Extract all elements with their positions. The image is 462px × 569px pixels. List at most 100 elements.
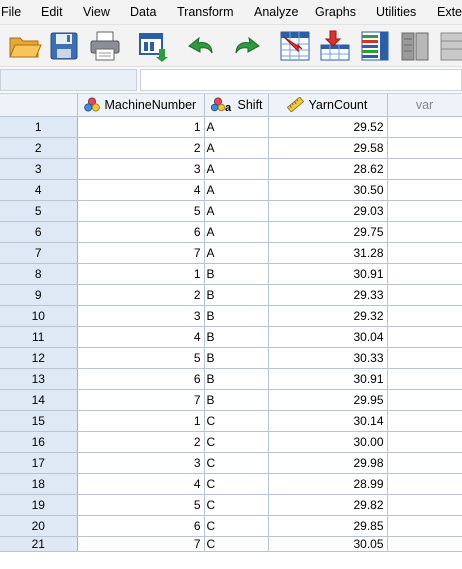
row-number-header[interactable]: 21 — [0, 536, 78, 552]
row-number-header[interactable]: 11 — [0, 326, 78, 348]
menu-analyze[interactable]: Analyze — [254, 5, 299, 19]
cell-machinenumber[interactable]: 4 — [77, 326, 205, 348]
row-number-header[interactable]: 14 — [0, 389, 78, 411]
cell-yarncount[interactable]: 29.33 — [268, 284, 388, 306]
cell-shift[interactable]: B — [204, 389, 269, 411]
cell-var-empty[interactable] — [387, 389, 462, 411]
menu-extensions[interactable]: Exte — [437, 5, 462, 19]
cell-var-empty[interactable] — [387, 494, 462, 516]
cell-var-empty[interactable] — [387, 179, 462, 201]
cell-yarncount[interactable]: 30.91 — [268, 263, 388, 285]
redo-icon[interactable] — [228, 29, 262, 63]
cell-yarncount[interactable]: 30.50 — [268, 179, 388, 201]
menu-view[interactable]: View — [83, 5, 110, 19]
cell-yarncount[interactable]: 28.99 — [268, 473, 388, 495]
cell-value-editor[interactable] — [140, 69, 462, 91]
cell-machinenumber[interactable]: 1 — [77, 263, 205, 285]
cell-yarncount[interactable]: 31.28 — [268, 242, 388, 264]
cell-var-empty[interactable] — [387, 116, 462, 138]
cell-machinenumber[interactable]: 2 — [77, 284, 205, 306]
cell-machinenumber[interactable]: 6 — [77, 515, 205, 537]
cell-machinenumber[interactable]: 4 — [77, 179, 205, 201]
goto-variable-icon[interactable] — [318, 29, 352, 63]
row-number-header[interactable]: 5 — [0, 200, 78, 222]
cell-yarncount[interactable]: 30.00 — [268, 431, 388, 453]
cell-machinenumber[interactable]: 6 — [77, 368, 205, 390]
row-number-header[interactable]: 3 — [0, 158, 78, 180]
cell-var-empty[interactable] — [387, 515, 462, 537]
column-header-shift[interactable]: a Shift — [204, 94, 269, 117]
variables-icon[interactable] — [358, 29, 392, 63]
cell-yarncount[interactable]: 29.82 — [268, 494, 388, 516]
cell-yarncount[interactable]: 29.32 — [268, 305, 388, 327]
cell-shift[interactable]: C — [204, 452, 269, 474]
cell-shift[interactable]: B — [204, 263, 269, 285]
cell-shift[interactable]: B — [204, 284, 269, 306]
cell-machinenumber[interactable]: 3 — [77, 158, 205, 180]
cell-yarncount[interactable]: 29.52 — [268, 116, 388, 138]
cell-var-empty[interactable] — [387, 452, 462, 474]
cell-var-empty[interactable] — [387, 431, 462, 453]
cell-shift[interactable]: C — [204, 515, 269, 537]
row-number-header[interactable]: 13 — [0, 368, 78, 390]
menu-data[interactable]: Data — [130, 5, 157, 19]
cell-machinenumber[interactable]: 4 — [77, 473, 205, 495]
cell-shift[interactable]: A — [204, 158, 269, 180]
cell-shift[interactable]: A — [204, 200, 269, 222]
cell-shift[interactable]: B — [204, 347, 269, 369]
row-number-header[interactable]: 1 — [0, 116, 78, 138]
cell-var-empty[interactable] — [387, 473, 462, 495]
extra-toolbar-icon[interactable] — [438, 29, 462, 63]
cell-machinenumber[interactable]: 7 — [77, 389, 205, 411]
cell-machinenumber[interactable]: 5 — [77, 494, 205, 516]
cell-machinenumber[interactable]: 1 — [77, 116, 205, 138]
cell-yarncount[interactable]: 30.14 — [268, 410, 388, 432]
cell-var-empty[interactable] — [387, 305, 462, 327]
cell-machinenumber[interactable]: 6 — [77, 221, 205, 243]
cell-yarncount[interactable]: 28.62 — [268, 158, 388, 180]
row-number-header[interactable]: 9 — [0, 284, 78, 306]
cell-var-empty[interactable] — [387, 368, 462, 390]
cell-shift[interactable]: C — [204, 536, 269, 552]
row-number-header[interactable]: 7 — [0, 242, 78, 264]
cell-shift[interactable]: A — [204, 221, 269, 243]
cell-yarncount[interactable]: 29.95 — [268, 389, 388, 411]
cell-machinenumber[interactable]: 1 — [77, 410, 205, 432]
cell-shift[interactable]: C — [204, 494, 269, 516]
menu-utilities[interactable]: Utilities — [376, 5, 417, 19]
cell-var-empty[interactable] — [387, 536, 462, 552]
column-header-var[interactable]: var — [387, 94, 462, 117]
cell-shift[interactable]: A — [204, 116, 269, 138]
cell-var-empty[interactable] — [387, 284, 462, 306]
cell-shift[interactable]: A — [204, 242, 269, 264]
menu-transform[interactable]: Transform — [177, 5, 234, 19]
recall-dialog-icon[interactable] — [137, 29, 171, 63]
cell-var-empty[interactable] — [387, 326, 462, 348]
cell-yarncount[interactable]: 29.03 — [268, 200, 388, 222]
cell-yarncount[interactable]: 29.75 — [268, 221, 388, 243]
save-icon[interactable] — [48, 29, 82, 63]
row-number-header[interactable]: 19 — [0, 494, 78, 516]
cell-shift[interactable]: B — [204, 326, 269, 348]
goto-case-icon[interactable] — [278, 29, 312, 63]
cell-var-empty[interactable] — [387, 347, 462, 369]
cell-machinenumber[interactable]: 2 — [77, 137, 205, 159]
cell-machinenumber[interactable]: 3 — [77, 305, 205, 327]
cell-var-empty[interactable] — [387, 263, 462, 285]
cell-machinenumber[interactable]: 3 — [77, 452, 205, 474]
find-icon[interactable] — [398, 29, 432, 63]
menu-edit[interactable]: Edit — [41, 5, 63, 19]
row-number-header[interactable]: 17 — [0, 452, 78, 474]
cell-shift[interactable]: A — [204, 179, 269, 201]
cell-shift[interactable]: C — [204, 473, 269, 495]
cell-var-empty[interactable] — [387, 242, 462, 264]
column-header-machinenumber[interactable]: MachineNumber — [77, 94, 205, 117]
cell-yarncount[interactable]: 30.05 — [268, 536, 388, 552]
grid-corner[interactable] — [0, 94, 78, 117]
cell-machinenumber[interactable]: 7 — [77, 536, 205, 552]
cell-var-empty[interactable] — [387, 410, 462, 432]
menu-file[interactable]: File — [1, 5, 22, 19]
cell-yarncount[interactable]: 30.91 — [268, 368, 388, 390]
cell-machinenumber[interactable]: 5 — [77, 347, 205, 369]
row-number-header[interactable]: 15 — [0, 410, 78, 432]
